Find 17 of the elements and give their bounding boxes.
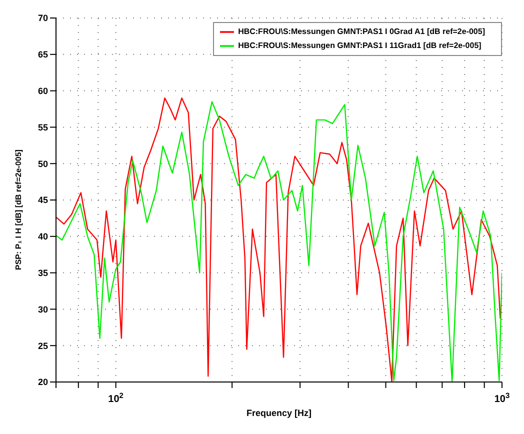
y-axis-title: PSP: P₁ I H [dB] [dB ref=2e-005] [14, 149, 23, 270]
y-tick-label: 35 [38, 268, 48, 278]
legend-label: HBC:FROU\S:Messungen GMNT:PAS1 I 11Grad1 [dB ref=2e-005] [238, 41, 482, 50]
legend-label: HBC:FROU\S:Messungen GMNT:PAS1 I 0Grad A1 [dB ref=2e-005] [238, 27, 485, 36]
x-axis-title: Frequency [Hz] [246, 408, 312, 418]
y-tick-label: 65 [38, 50, 48, 60]
y-tick-label: 55 [38, 122, 48, 132]
y-tick-label: 40 [38, 232, 48, 242]
x-tick-label: 10$^{2}$ [108, 390, 124, 405]
y-tick-label: 60 [38, 86, 48, 96]
y-tick-label: 20 [38, 377, 48, 388]
y-tick-label: 30 [38, 304, 48, 314]
y-tick-label: 50 [38, 158, 48, 169]
y-tick-label: 25 [38, 340, 48, 351]
y-tick-label: 70 [38, 13, 48, 24]
x-tick-label: 10$^{3}$ [494, 390, 510, 405]
y-tick-label: 45 [38, 195, 48, 206]
